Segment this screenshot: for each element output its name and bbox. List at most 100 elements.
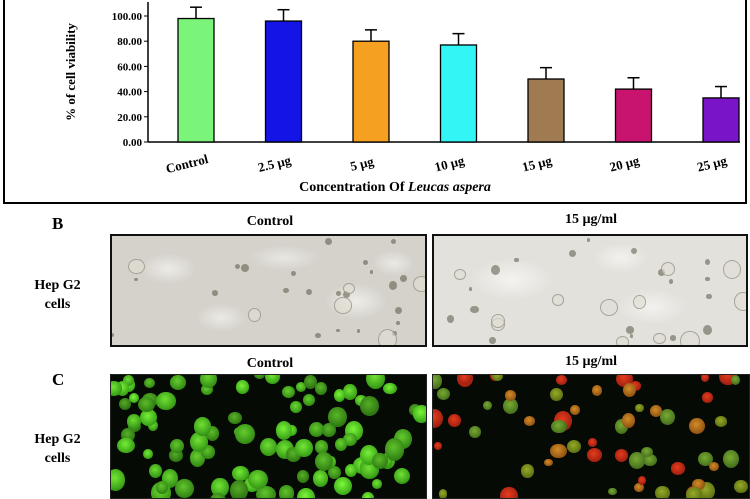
stained-cell bbox=[492, 375, 503, 382]
stained-cell bbox=[689, 417, 706, 434]
green-cell bbox=[313, 470, 328, 487]
cell-speck bbox=[586, 237, 591, 242]
cell-ring bbox=[723, 259, 742, 279]
panel-b-row-label: Hep G2 cells bbox=[10, 276, 105, 314]
cell-speck bbox=[514, 257, 519, 263]
stained-cell bbox=[549, 388, 563, 402]
cell-ring bbox=[248, 307, 262, 323]
green-cell bbox=[111, 469, 126, 492]
green-cell bbox=[308, 421, 325, 438]
green-cell bbox=[147, 419, 158, 432]
green-cell bbox=[295, 382, 307, 392]
green-cell bbox=[302, 393, 316, 406]
green-cell bbox=[314, 440, 329, 454]
stained-cell bbox=[616, 375, 633, 387]
cell-speck bbox=[240, 263, 250, 273]
stained-cell bbox=[634, 482, 644, 493]
green-cell bbox=[315, 382, 327, 395]
green-cell bbox=[328, 465, 342, 480]
cell-speck bbox=[703, 324, 713, 335]
y-tick-label: 40.00 bbox=[117, 87, 142, 99]
stained-cell bbox=[520, 463, 535, 478]
x-tick-label: 10 μg bbox=[433, 153, 466, 175]
panel-a-chart: 0.00 20.00 40.00 60.00 80.00 100.00 Control 2.5… bbox=[0, 0, 750, 206]
cell-ring bbox=[453, 269, 467, 281]
panel-b-row-label-line2: cells bbox=[44, 297, 71, 312]
green-cell bbox=[227, 411, 242, 425]
x-axis-label-species: Leucas aspera bbox=[407, 180, 491, 195]
cell-ring bbox=[413, 276, 425, 292]
bar-5 bbox=[527, 78, 565, 143]
green-cell bbox=[210, 492, 226, 498]
fluorescence-control-image bbox=[110, 374, 427, 499]
stained-cell bbox=[637, 475, 647, 486]
stained-cell bbox=[544, 458, 553, 467]
green-cell bbox=[170, 375, 187, 390]
green-cell bbox=[169, 438, 185, 454]
stained-cell bbox=[685, 487, 703, 498]
stained-cell bbox=[523, 415, 536, 426]
stained-cell bbox=[730, 375, 741, 386]
green-cell bbox=[384, 438, 405, 461]
cell-speck bbox=[394, 306, 402, 314]
stained-cell bbox=[448, 413, 461, 427]
stained-cell bbox=[722, 450, 739, 469]
stained-cell bbox=[469, 425, 481, 439]
y-tick-label: 20.00 bbox=[117, 112, 142, 124]
cell-speck bbox=[491, 265, 501, 276]
cell-speck bbox=[336, 329, 340, 333]
cell-speck bbox=[211, 290, 219, 297]
green-cell bbox=[383, 383, 397, 395]
green-cell bbox=[199, 375, 218, 388]
green-cell bbox=[297, 487, 315, 498]
stained-cell bbox=[433, 409, 443, 429]
stained-cell bbox=[623, 382, 637, 397]
cell-speck bbox=[391, 239, 397, 245]
panel-b-control-title: Control bbox=[246, 214, 294, 229]
stained-cell bbox=[719, 375, 737, 386]
bar-2 bbox=[264, 20, 303, 143]
green-cell bbox=[111, 381, 123, 396]
green-cell bbox=[334, 388, 346, 402]
cell-speck bbox=[134, 277, 139, 282]
cell-ring bbox=[734, 292, 746, 311]
stained-cell bbox=[708, 461, 719, 471]
cell-speck bbox=[235, 264, 241, 270]
green-cell bbox=[211, 477, 229, 498]
cell-ring bbox=[680, 330, 700, 345]
green-cell bbox=[128, 392, 140, 403]
stained-cell bbox=[433, 375, 443, 390]
stained-cell bbox=[641, 446, 654, 457]
green-cell bbox=[175, 479, 194, 498]
stained-cell bbox=[634, 403, 644, 413]
panel-c-row-label-line1: Hep G2 bbox=[34, 432, 81, 447]
green-cell bbox=[143, 448, 154, 460]
cell-speck bbox=[314, 332, 321, 339]
green-cell bbox=[253, 375, 265, 380]
cell-ring bbox=[600, 298, 619, 316]
cell-speck bbox=[362, 259, 368, 266]
y-axis-label: % of cell viability bbox=[63, 23, 78, 121]
panel-b-treated-title: 15 µg/ml bbox=[564, 212, 617, 227]
cell-speck bbox=[446, 315, 454, 324]
bar-1 bbox=[177, 17, 215, 143]
stained-cell bbox=[692, 478, 705, 490]
cell-speck bbox=[324, 238, 332, 246]
cell-speck bbox=[396, 321, 400, 326]
green-cell bbox=[229, 480, 248, 498]
stained-cell bbox=[500, 487, 518, 498]
x-tick-label: 2.5 μg bbox=[256, 152, 292, 175]
green-cell bbox=[393, 467, 411, 485]
green-cell bbox=[156, 391, 176, 410]
cell-ring bbox=[633, 295, 646, 309]
stained-cell bbox=[570, 404, 580, 416]
cell-ring bbox=[660, 261, 675, 277]
green-cell bbox=[362, 492, 374, 498]
green-cell bbox=[256, 485, 276, 498]
cell-ring bbox=[490, 314, 505, 328]
stained-cell bbox=[660, 409, 676, 426]
x-tick-label: 5 μg bbox=[349, 153, 376, 173]
green-cell bbox=[295, 439, 313, 457]
viability-bar-chart: 0.00 20.00 40.00 60.00 80.00 100.00 Control 2.5… bbox=[3, 0, 747, 204]
cell-speck bbox=[369, 269, 374, 274]
